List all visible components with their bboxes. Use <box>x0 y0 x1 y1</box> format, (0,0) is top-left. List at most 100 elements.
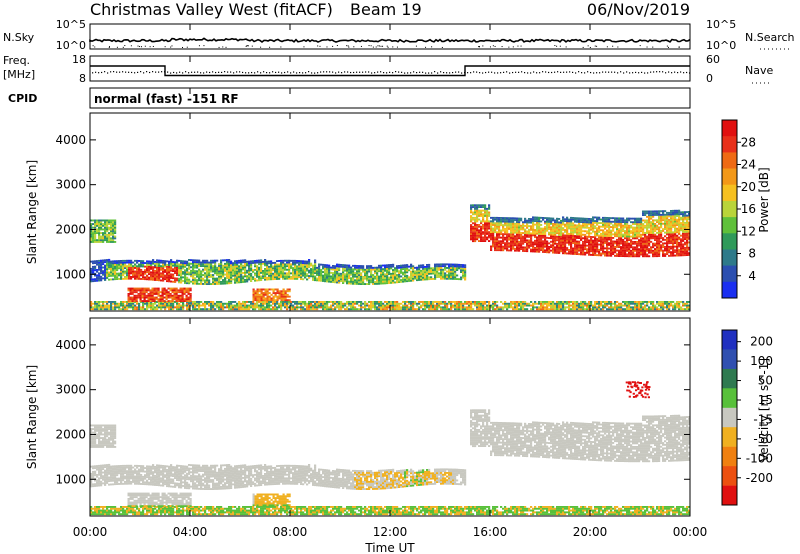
power-cell <box>568 240 571 242</box>
power-cell <box>588 308 591 311</box>
nsearch-label: N.Search <box>745 31 795 44</box>
power-cell <box>670 302 673 305</box>
power-cell <box>374 275 377 278</box>
power-cell <box>161 298 164 301</box>
power-cell <box>514 219 517 222</box>
power-cell <box>518 228 521 231</box>
power-cell <box>118 265 121 268</box>
power-cell <box>304 304 307 307</box>
power-cell <box>384 304 387 307</box>
power-cell <box>342 264 345 266</box>
power-cell <box>688 306 690 309</box>
power-cell <box>302 260 305 263</box>
power-cell <box>96 270 99 273</box>
power-cell <box>552 251 555 254</box>
power-cell <box>244 264 247 267</box>
power-cell <box>170 306 173 309</box>
power-cell <box>268 299 271 302</box>
power-cell <box>156 275 159 278</box>
power-cell <box>165 293 168 295</box>
power-cell <box>294 263 297 266</box>
power-cell <box>128 277 131 280</box>
power-cell <box>588 304 591 307</box>
power-cell <box>286 308 289 311</box>
power-cell <box>546 226 549 229</box>
power-cell <box>314 308 317 311</box>
power-cell <box>686 306 689 309</box>
power-cell <box>388 276 391 279</box>
power-cell <box>672 308 675 311</box>
power-cell <box>342 271 345 274</box>
power-cell <box>280 259 283 262</box>
nsearch-point <box>482 45 484 47</box>
power-cell <box>542 301 545 303</box>
power-cell <box>336 269 339 271</box>
power-cell <box>252 306 255 309</box>
power-cell <box>160 272 163 275</box>
power-cell <box>644 306 647 309</box>
power-cell <box>162 263 165 266</box>
power-cell <box>354 272 357 274</box>
power-cell <box>584 221 587 224</box>
power-cell <box>398 304 401 307</box>
power-cell <box>518 301 521 303</box>
power-cell <box>322 265 325 268</box>
power-cell <box>594 239 597 242</box>
power-cell <box>108 262 111 265</box>
power-cell <box>504 245 507 248</box>
power-cell <box>382 277 385 279</box>
power-cell <box>608 302 611 305</box>
power-cell <box>244 259 247 262</box>
power-cell <box>272 274 275 277</box>
power-cell <box>626 306 629 309</box>
power-cell <box>470 233 473 235</box>
power-cell <box>562 245 565 247</box>
nsearch-point <box>370 45 372 47</box>
power-cell <box>404 280 407 283</box>
power-cell <box>558 237 561 240</box>
power-cell <box>258 306 261 309</box>
power-cell <box>584 241 587 243</box>
freq-step-line <box>90 65 690 77</box>
power-cell <box>168 269 171 272</box>
power-cell <box>534 218 537 221</box>
nave-point <box>524 72 526 74</box>
power-cell <box>158 261 161 264</box>
power-cell <box>185 298 188 301</box>
power-cell <box>554 302 557 305</box>
power-cell <box>240 266 243 269</box>
power-cell <box>100 266 103 269</box>
power-cell <box>682 304 685 307</box>
power-cell <box>165 294 168 297</box>
power-cell <box>462 265 465 268</box>
power-cell <box>216 306 219 309</box>
power-cell <box>184 260 187 263</box>
power-cell <box>100 239 103 242</box>
power-cell <box>252 290 255 293</box>
power-cell <box>592 241 595 244</box>
nave-point <box>212 71 214 73</box>
power-cell <box>474 207 477 210</box>
power-cell <box>388 269 391 272</box>
power-cell <box>326 304 329 307</box>
power-cell <box>490 231 493 234</box>
power-cell <box>356 272 359 275</box>
power-cell <box>256 297 259 300</box>
power-cell <box>138 268 141 271</box>
power-cell <box>556 250 559 252</box>
power-cell <box>256 288 259 291</box>
power-cell <box>484 213 487 216</box>
power-cell <box>306 267 309 270</box>
power-cell <box>572 227 575 230</box>
power-cell <box>145 296 148 299</box>
power-cell <box>484 232 487 235</box>
power-cell <box>276 267 279 270</box>
power-cell <box>326 266 329 268</box>
power-cell <box>596 248 599 251</box>
power-cell <box>428 276 431 279</box>
power-cell <box>270 276 273 279</box>
power-cell <box>286 274 289 277</box>
power-cell <box>129 296 132 299</box>
power-cell <box>508 304 511 307</box>
nave-point <box>164 71 166 73</box>
